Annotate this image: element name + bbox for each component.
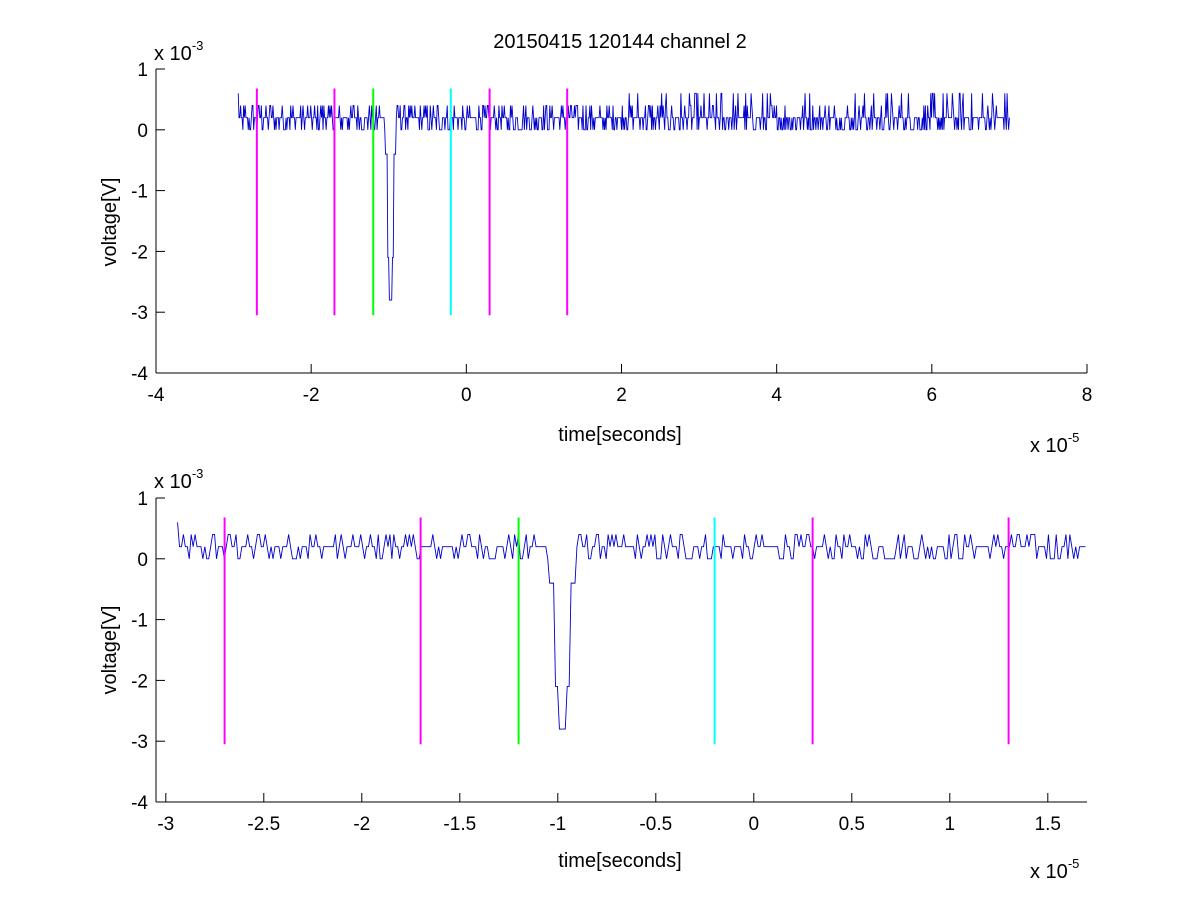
y-multiplier-label: x 10-3 [154, 38, 203, 65]
signal-trace [177, 522, 1086, 730]
x-tick-label: -2.5 [247, 814, 280, 835]
x-tick-label: -2 [353, 814, 370, 835]
y-tick-label: 0 [137, 550, 148, 571]
y-tick-label: 1 [137, 60, 148, 81]
chart-title: 20150415 120144 channel 2 [493, 31, 747, 53]
y-tick-label: -4 [131, 793, 148, 814]
y-tick-label: -1 [131, 182, 148, 203]
y-axis-label-group: voltage[V] [99, 178, 121, 267]
y-axis-label: voltage[V] [99, 606, 121, 695]
y-tick-label: 1 [137, 489, 148, 510]
x-tick-label: 6 [927, 385, 938, 406]
x-tick-label: 8 [1082, 385, 1093, 406]
y-tick-label: -1 [131, 611, 148, 632]
y-tick-label: -2 [131, 242, 148, 263]
x-multiplier-label: x 10-5 [1030, 856, 1079, 883]
y-multiplier-exponent: -3 [192, 38, 204, 53]
x-tick-label: 1 [945, 814, 956, 835]
y-axis-label-group: voltage[V] [99, 606, 121, 695]
x-multiplier-base: x 10 [1030, 435, 1068, 457]
bottom-subplot: voltage[V] time[seconds] x 10-3 x 10-5 -… [99, 466, 1087, 883]
y-tick-label: -4 [131, 364, 148, 385]
x-axis-label: time[seconds] [558, 424, 681, 446]
y-multiplier-base: x 10 [154, 471, 192, 493]
y-tick-label: -3 [131, 732, 148, 753]
y-axis-label: voltage[V] [99, 178, 121, 267]
x-axis-label: time[seconds] [558, 850, 681, 872]
x-tick-label: 4 [771, 385, 782, 406]
x-tick-label: 1.5 [1035, 814, 1061, 835]
x-tick-label: -1.5 [443, 814, 476, 835]
y-tick-label: -3 [131, 303, 148, 324]
x-tick-label: 0.5 [839, 814, 865, 835]
x-tick-label: 0 [749, 814, 760, 835]
y-multiplier-base: x 10 [154, 43, 192, 65]
y-multiplier-label: x 10-3 [154, 466, 203, 493]
x-multiplier-exponent: -5 [1068, 430, 1080, 445]
y-tick-label: 0 [137, 121, 148, 142]
x-tick-label: -0.5 [639, 814, 672, 835]
x-tick-label: -2 [303, 385, 320, 406]
x-tick-label: 2 [616, 385, 627, 406]
y-tick-label: -2 [131, 671, 148, 692]
x-tick-label: -3 [157, 814, 174, 835]
x-tick-label: -4 [148, 385, 165, 406]
x-multiplier-exponent: -5 [1068, 856, 1080, 871]
top-subplot: 20150415 120144 channel 2 voltage[V] tim… [99, 31, 1092, 457]
x-multiplier-base: x 10 [1030, 861, 1068, 883]
x-tick-label: -1 [549, 814, 566, 835]
x-multiplier-label: x 10-5 [1030, 430, 1079, 457]
signal-trace [237, 92, 1010, 301]
x-tick-label: 0 [461, 385, 472, 406]
y-multiplier-exponent: -3 [192, 466, 204, 481]
